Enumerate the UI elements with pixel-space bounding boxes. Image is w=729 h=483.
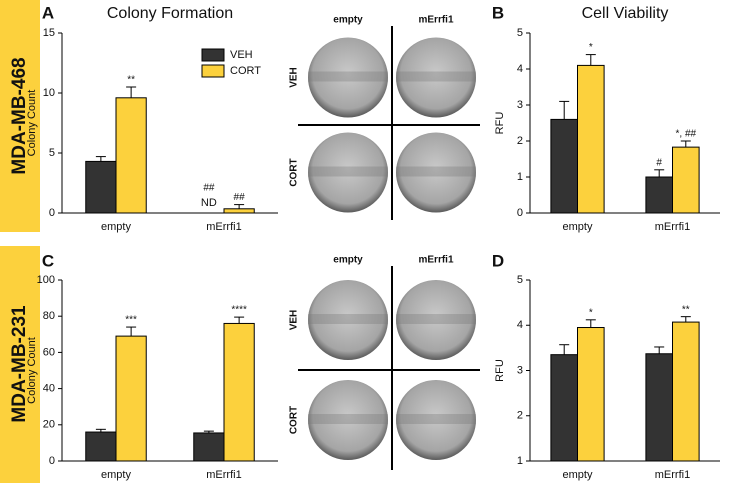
significance: ****: [231, 305, 247, 316]
y-tick-label: 1: [517, 455, 523, 467]
image-column-label: empty: [333, 15, 363, 26]
y-axis-label: Colony Count: [26, 90, 38, 157]
value-label: ND: [201, 197, 217, 209]
plate: [308, 280, 388, 360]
bar: [577, 327, 605, 462]
image-column-label: mErrfi1: [418, 15, 453, 26]
bar: [672, 146, 700, 214]
bar: [193, 432, 225, 462]
plate-band: [308, 414, 388, 424]
plate: [396, 132, 476, 213]
plate-band: [396, 166, 476, 177]
plate: [308, 37, 388, 118]
plate-band: [308, 314, 388, 324]
y-tick-label: 4: [517, 63, 523, 75]
x-tick-label: empty: [101, 221, 131, 233]
row-label: MDA-MB-231: [9, 305, 30, 423]
panel-letter: C: [42, 251, 54, 270]
significance: **: [682, 304, 690, 315]
bar: [577, 64, 605, 214]
plate-band: [396, 314, 476, 324]
plate: [396, 280, 476, 360]
bar: [550, 118, 579, 214]
image-column-label: empty: [333, 255, 363, 266]
legend-label: CORT: [230, 65, 261, 77]
significance: *: [589, 42, 593, 53]
legend-swatch: [201, 48, 225, 62]
x-tick-label: empty: [563, 221, 593, 233]
bar: [645, 353, 674, 462]
y-tick-label: 10: [43, 87, 55, 99]
y-tick-label: 15: [43, 27, 55, 39]
y-tick-label: 1: [517, 171, 523, 183]
image-row-label: VEH: [289, 310, 300, 331]
panel-letter: A: [42, 3, 54, 22]
image-row-label: CORT: [289, 158, 300, 186]
y-tick-label: 100: [37, 274, 55, 286]
panel-letter: D: [492, 251, 504, 270]
bar: [223, 322, 255, 462]
y-tick-label: 0: [49, 207, 55, 219]
chart-title: Cell Viability: [582, 5, 669, 22]
bar: [672, 321, 700, 462]
bar: [550, 354, 579, 462]
y-tick-label: 20: [43, 419, 55, 431]
y-tick-label: 3: [517, 99, 523, 111]
row-label: MDA-MB-468: [9, 57, 30, 174]
significance: ##: [234, 192, 246, 203]
significance: *: [589, 307, 593, 318]
bar: [115, 97, 147, 214]
bar: [85, 160, 117, 214]
x-tick-label: empty: [101, 469, 131, 481]
y-tick-label: 80: [43, 310, 55, 322]
y-tick-label: 60: [43, 346, 55, 358]
significance: *, ##: [676, 129, 697, 140]
significance: #: [656, 157, 662, 168]
x-tick-label: mErrfi1: [655, 221, 690, 233]
image-row-label: VEH: [289, 67, 300, 88]
chart-title: Colony Formation: [107, 5, 233, 22]
plate: [308, 380, 388, 460]
y-axis-label: Colony Count: [26, 337, 38, 404]
image-column-label: mErrfi1: [418, 255, 453, 266]
x-tick-label: mErrfi1: [655, 469, 690, 481]
panel-letter: B: [492, 3, 504, 22]
y-tick-label: 40: [43, 383, 55, 395]
plate-band: [396, 414, 476, 424]
y-tick-label: 0: [517, 207, 523, 219]
legend-swatch: [201, 64, 225, 78]
y-axis-label: RFU: [494, 112, 506, 135]
x-tick-label: empty: [563, 469, 593, 481]
legend-label: VEH: [230, 49, 253, 61]
significance: ##: [203, 183, 215, 194]
x-tick-label: mErrfi1: [206, 221, 241, 233]
y-tick-label: 3: [517, 364, 523, 376]
image-row-label: CORT: [289, 406, 300, 434]
plate-band: [308, 166, 388, 177]
y-tick-label: 2: [517, 135, 523, 147]
bar: [85, 431, 117, 462]
y-tick-label: 2: [517, 410, 523, 422]
row-band: [0, 0, 40, 232]
significance: ***: [125, 315, 137, 326]
y-axis-label: RFU: [494, 359, 506, 382]
y-tick-label: 5: [517, 27, 523, 39]
plate-band: [308, 71, 388, 82]
plate: [396, 37, 476, 118]
y-tick-label: 5: [517, 274, 523, 286]
row-band: [0, 246, 40, 483]
plate-band: [396, 71, 476, 82]
y-tick-label: 0: [49, 455, 55, 467]
bar: [115, 335, 147, 462]
bar: [223, 208, 255, 214]
significance: **: [127, 75, 135, 86]
bar: [645, 176, 674, 214]
plate: [396, 380, 476, 460]
y-tick-label: 4: [517, 319, 523, 331]
y-tick-label: 5: [49, 147, 55, 159]
x-tick-label: mErrfi1: [206, 469, 241, 481]
plate: [308, 132, 388, 213]
